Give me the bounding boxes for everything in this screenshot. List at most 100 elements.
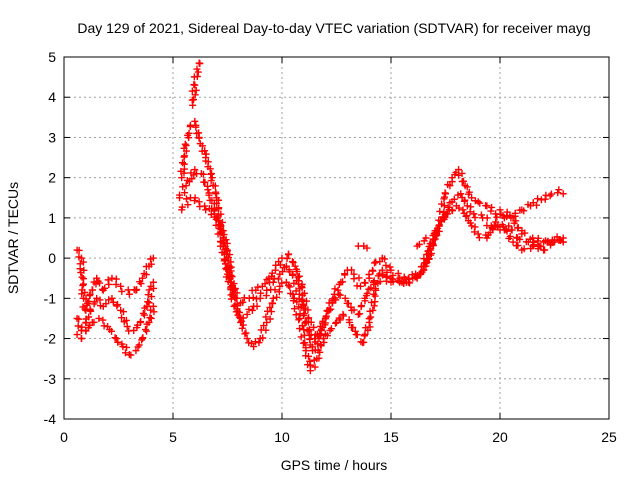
data-point — [335, 290, 343, 298]
data-point-run — [476, 199, 490, 210]
data-point-run — [106, 326, 119, 342]
data-point-run — [483, 214, 491, 230]
data-point-run — [202, 157, 215, 178]
data-point — [269, 294, 277, 302]
data-point — [341, 294, 349, 302]
data-point — [108, 274, 116, 282]
data-point-run — [360, 323, 374, 346]
data-point-run — [127, 351, 135, 359]
data-point — [86, 290, 94, 298]
data-point-run — [466, 203, 475, 216]
data-point-run — [229, 289, 246, 325]
data-point-run — [144, 282, 158, 307]
data-point-run — [507, 226, 521, 242]
data-point — [77, 254, 85, 262]
data-point — [559, 190, 567, 198]
data-point — [224, 246, 231, 254]
data-point-run — [289, 294, 304, 319]
data-point — [507, 214, 515, 222]
data-point — [143, 302, 151, 310]
data-point-run — [534, 234, 542, 245]
data-point-run — [493, 221, 506, 231]
data-point-run — [314, 338, 328, 362]
data-point — [191, 166, 199, 174]
data-point — [95, 314, 103, 322]
data-point-run — [278, 279, 286, 287]
data-point-run — [382, 268, 391, 281]
data-point-run — [451, 168, 460, 179]
data-point-run — [388, 275, 402, 284]
data-point-run — [270, 274, 282, 283]
data-point-run — [389, 278, 403, 286]
data-point — [505, 222, 513, 230]
data-point — [73, 331, 81, 339]
data-point — [193, 65, 201, 73]
data-point — [444, 210, 452, 218]
data-point — [483, 202, 491, 210]
data-point-run — [94, 277, 107, 293]
data-point-run — [177, 144, 190, 177]
data-point — [112, 335, 120, 343]
data-point — [289, 290, 297, 298]
data-point-run — [547, 189, 562, 198]
data-point-run — [102, 296, 113, 308]
data-point-run — [188, 86, 200, 104]
data-point — [319, 335, 327, 343]
data-point-run — [520, 244, 535, 253]
data-point-run — [196, 202, 209, 211]
data-point-run — [257, 289, 270, 300]
data-point — [457, 190, 465, 198]
data-point-run — [109, 298, 122, 310]
data-point-run — [217, 223, 231, 253]
data-point-run — [400, 273, 408, 287]
data-point-run — [541, 191, 550, 203]
y-tick-label: 0 — [48, 250, 56, 266]
data-point-run — [96, 296, 104, 310]
data-point-run — [348, 323, 359, 335]
data-point — [125, 290, 133, 298]
data-point-run — [181, 123, 194, 148]
data-point-run — [133, 321, 142, 332]
data-point-run — [74, 315, 86, 331]
data-point-run — [257, 322, 270, 342]
data-point-run — [412, 268, 426, 280]
data-point — [73, 314, 81, 322]
data-point-run — [118, 308, 130, 326]
data-point-run — [176, 183, 189, 199]
data-point-run — [448, 206, 456, 215]
data-point-run — [284, 281, 295, 297]
data-point-run — [335, 314, 344, 324]
data-point-run — [223, 250, 239, 292]
x-tick-label: 25 — [601, 429, 617, 445]
data-point-run — [475, 231, 490, 242]
data-point-run — [133, 278, 145, 294]
data-point-run — [278, 264, 288, 276]
data-point-run — [183, 169, 198, 186]
data-point-run — [191, 194, 199, 205]
data-point-run — [88, 278, 100, 294]
data-point-run — [284, 251, 297, 266]
data-point — [333, 318, 340, 326]
data-point — [245, 294, 253, 302]
data-point-run — [455, 204, 463, 212]
data-point-run — [316, 317, 329, 339]
data-point-run — [139, 320, 151, 342]
data-point — [263, 318, 271, 326]
data-point-run — [553, 233, 563, 245]
data-point — [263, 286, 271, 294]
data-point-run — [521, 229, 534, 243]
data-point-run — [306, 356, 319, 371]
data-point — [182, 182, 190, 190]
data-point — [132, 347, 140, 355]
data-point-run — [503, 227, 514, 242]
data-point-run — [288, 271, 304, 295]
x-tick-label: 20 — [492, 429, 508, 445]
data-point-run — [251, 338, 263, 347]
data-point-run — [487, 203, 496, 215]
data-point-run — [245, 305, 256, 314]
y-tick-label: 2 — [48, 170, 56, 186]
data-point — [463, 202, 471, 210]
data-point — [117, 282, 125, 290]
data-point — [409, 274, 417, 282]
